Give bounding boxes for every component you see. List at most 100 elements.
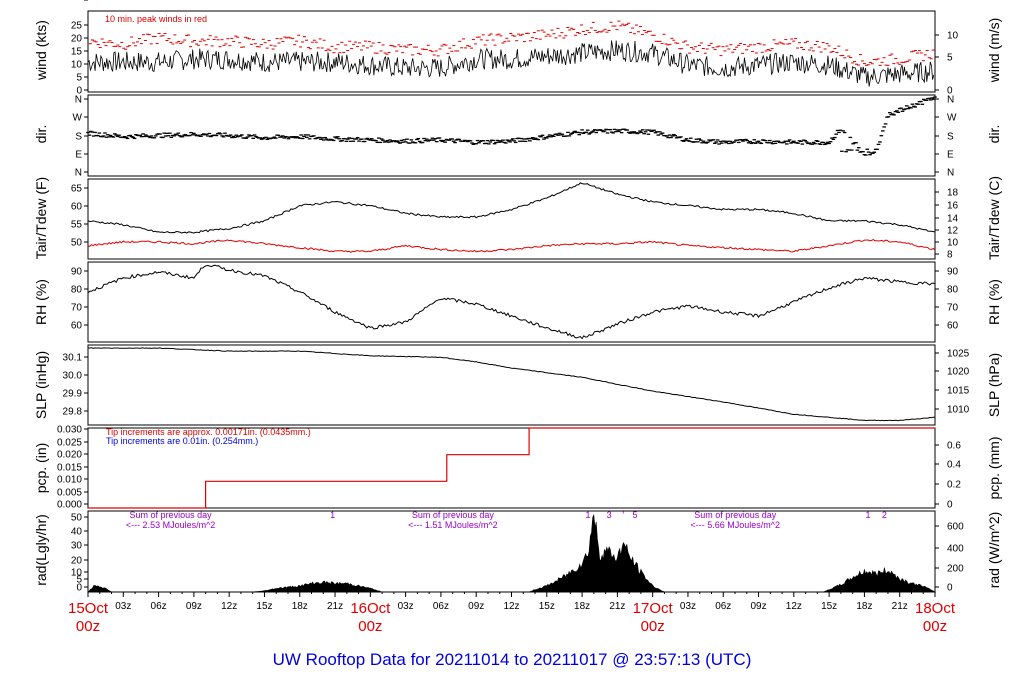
rad-left-tick-label: 60 — [71, 0, 83, 3]
x-day-label: 16Oct — [350, 600, 391, 617]
pcp-tip-note-red: Tip increments are approx. 0.00171in. (0… — [106, 427, 311, 437]
rad-right-tick-label: 600 — [947, 522, 964, 533]
dir-right-tick-label: S — [947, 132, 954, 143]
rh-right-tick-label: 60 — [947, 321, 959, 332]
slp-ylabel-left: SLP (inHg) — [33, 351, 49, 419]
x-hour-label: 09z — [186, 601, 202, 612]
slp-series-sea-level-pressure — [88, 347, 936, 422]
x-day-label: 18Oct — [915, 600, 956, 617]
rad-ylabel-right: rad (W/m^2) — [986, 512, 1002, 589]
wind-series-peak-wind — [88, 20, 935, 66]
x-day-label: 17Oct — [633, 600, 674, 617]
wind-annotation: 10 min. peak winds in red — [105, 14, 207, 24]
x-hour-label: 15z — [821, 601, 837, 612]
x-hour-label: 12z — [503, 601, 519, 612]
x-hour-label: 03z — [398, 601, 414, 612]
slp-ylabel-right: SLP (hPa) — [986, 353, 1002, 417]
wind-right-tick-label: 0 — [947, 86, 953, 97]
x-day-time-label: 00z — [76, 618, 100, 635]
pcp-right-tick-label: 0 — [947, 500, 953, 511]
rh-ylabel-right: RH (%) — [986, 279, 1002, 325]
pcp-ylabel-left: pcp. (in) — [33, 443, 49, 494]
rad-flag-label: 1 — [585, 510, 590, 520]
wind-right-tick-label: 10 — [947, 31, 959, 42]
x-hour-label: 18z — [856, 601, 872, 612]
x-hour-label: 06z — [433, 601, 449, 612]
rad-left-tick-label: 10 — [71, 568, 83, 579]
x-hour-label: 09z — [468, 601, 484, 612]
wind-left-tick-label: 10 — [71, 60, 83, 71]
rad-right-tick-label: 200 — [947, 564, 964, 575]
rad-sum-label: Sum of previous day — [412, 510, 495, 520]
rad-left-tick-label: 40 — [71, 527, 83, 538]
pcp-tip-note-blue: Tip increments are 0.01in. (0.254mm.) — [106, 436, 258, 446]
x-day-time-label: 00z — [923, 618, 947, 635]
pcp-left-tick-label: 0.005 — [57, 488, 82, 499]
rad-sum-label: Sum of previous day — [694, 510, 777, 520]
temp-ylabel-left: Tair/Tdew (F) — [33, 177, 49, 259]
x-hour-label: 21z — [609, 601, 625, 612]
temp-right-tick-label: 16 — [947, 201, 959, 212]
rad-flag-label: 5 — [633, 510, 638, 520]
wind-left-tick-label: 25 — [71, 21, 83, 32]
wind-right-tick-label: 5 — [947, 53, 953, 64]
pcp-left-tick-label: 0.015 — [57, 463, 82, 474]
dir-right-tick-label: N — [947, 95, 954, 106]
wind-left-tick-label: 15 — [71, 47, 83, 58]
x-hour-label: 15z — [539, 601, 555, 612]
dir-series-wind-direction — [86, 96, 937, 156]
rh-ylabel-left: RH (%) — [33, 279, 49, 325]
wind-ylabel-left: wind (kts) — [33, 20, 49, 81]
temp-right-tick-label: 14 — [947, 214, 959, 225]
x-hour-label: 03z — [680, 601, 696, 612]
x-day-time-label: 00z — [358, 618, 382, 635]
dir-ylabel-right: dir. — [986, 125, 1002, 144]
temp-series-air-temperature — [87, 182, 936, 234]
x-hour-label: 18z — [574, 601, 590, 612]
x-hour-label: 12z — [786, 601, 802, 612]
rh-left-tick-label: 90 — [71, 267, 83, 278]
slp-right-tick-label: 1015 — [947, 386, 970, 397]
rh-right-tick-label: 70 — [947, 303, 959, 314]
dir-right-tick-label: E — [947, 150, 954, 161]
rad-flag-label: 1 — [865, 510, 870, 520]
rad-left-tick-label: 20 — [71, 556, 83, 567]
x-hour-label: 15z — [256, 601, 272, 612]
pcp-left-tick-label: 0.025 — [57, 438, 82, 449]
rh-frame — [87, 261, 936, 343]
x-hour-label: 12z — [221, 601, 237, 612]
pcp-frame — [87, 427, 936, 509]
rad-flag-label: 3 — [607, 510, 612, 520]
pcp-right-tick-label: 0.2 — [947, 480, 961, 491]
pcp-right-tick-label: 0.6 — [947, 441, 961, 452]
temp-right-tick-label: 12 — [947, 226, 959, 237]
slp-left-tick-label: 30.0 — [63, 371, 83, 382]
rad-flag-label: 2 — [882, 510, 887, 520]
slp-frame — [87, 344, 936, 426]
rad-left-tick-label: 0 — [76, 583, 82, 594]
dir-right-tick-label: N — [947, 168, 954, 179]
pcp-left-tick-label: 0.010 — [57, 475, 82, 486]
x-day-time-label: 00z — [641, 618, 665, 635]
rad-sum-value: <--- 1.51 MJoules/m^2 — [408, 520, 498, 530]
rad-right-tick-label: 400 — [947, 544, 964, 555]
pcp-ylabel-right: pcp. (mm) — [986, 437, 1002, 500]
x-hour-label: 21z — [892, 601, 908, 612]
wind-ylabel-right: wind (m/s) — [986, 18, 1002, 84]
rad-left-tick-label: 5 — [76, 575, 82, 586]
rh-series-relative-humidity — [87, 264, 936, 340]
slp-left-tick-label: 29.8 — [63, 407, 83, 418]
wind-frame — [87, 10, 936, 93]
x-hour-label: 18z — [292, 601, 308, 612]
rad-sum-value: <--- 5.66 MJoules/m^2 — [690, 520, 780, 530]
slp-right-tick-label: 1020 — [947, 367, 970, 378]
rad-flag-label: 1 — [330, 510, 335, 520]
wind-left-tick-label: 20 — [71, 34, 83, 45]
rad-flag-label: ' — [622, 510, 624, 520]
temp-frame — [87, 178, 936, 260]
wind-left-tick-label: 5 — [76, 73, 82, 84]
pcp-left-tick-label: 0.020 — [57, 450, 82, 461]
page-title: UW Rooftop Data for 20211014 to 20211017… — [273, 650, 752, 669]
temp-left-tick-label: 50 — [71, 238, 83, 249]
